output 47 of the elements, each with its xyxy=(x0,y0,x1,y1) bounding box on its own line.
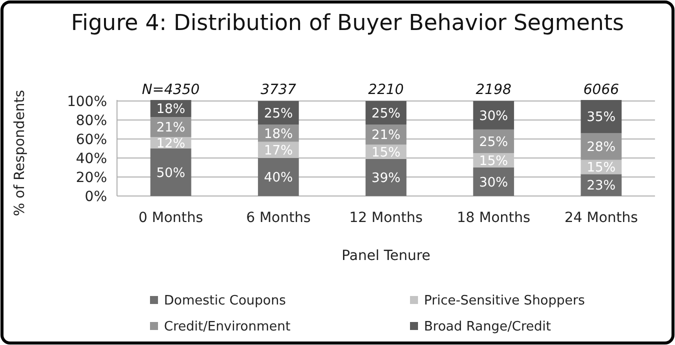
x-tick-label: 12 Months xyxy=(349,210,423,226)
x-tick-label: 6 Months xyxy=(246,210,311,226)
data-label: 30% xyxy=(479,175,508,190)
data-label: 15% xyxy=(372,145,400,160)
legend-label: Price-Sensitive Shoppers xyxy=(424,294,586,309)
legend-label: Credit/Environment xyxy=(164,320,290,335)
annotation: 2198 xyxy=(476,82,512,98)
y-tick-label: 0% xyxy=(84,188,107,205)
data-label: 35% xyxy=(586,110,616,126)
data-label: 21% xyxy=(372,128,400,144)
data-label: 15% xyxy=(479,154,508,169)
y-tick-label: 40% xyxy=(76,150,107,167)
x-tick-label: 24 Months xyxy=(564,210,638,226)
data-label: 18% xyxy=(264,126,293,142)
data-label: 25% xyxy=(264,106,293,122)
annotation: N=4350 xyxy=(142,82,200,98)
chart-title: Figure 4: Distribution of Buyer Behavior Segments xyxy=(71,11,624,36)
data-label: 15% xyxy=(586,160,616,176)
y-axis-title: % of Respondents xyxy=(12,90,28,216)
data-label: 50% xyxy=(156,166,186,181)
legend-label: Domestic Coupons xyxy=(164,294,286,309)
data-label: 25% xyxy=(372,106,400,122)
y-tick-label: 60% xyxy=(76,132,107,148)
x-tick-label: 0 Months xyxy=(138,210,204,226)
data-label: 17% xyxy=(264,143,293,158)
data-label: 39% xyxy=(372,171,400,186)
y-tick-label: 20% xyxy=(76,170,107,186)
data-label: 23% xyxy=(586,178,616,194)
bar xyxy=(150,148,192,196)
data-label: 40% xyxy=(264,170,293,186)
data-label: 30% xyxy=(479,108,508,124)
data-label: 18% xyxy=(156,102,186,118)
data-label: 28% xyxy=(586,140,616,156)
bar xyxy=(258,158,299,196)
x-tick-label: 18 Months xyxy=(456,210,530,226)
y-tick-label: 100% xyxy=(66,94,107,110)
bar xyxy=(366,158,406,196)
data-label: 12% xyxy=(156,136,186,152)
bar xyxy=(580,100,622,134)
annotation: 6066 xyxy=(583,82,620,98)
y-tick-label: 80% xyxy=(76,112,107,129)
x-axis-title: Panel Tenure xyxy=(342,248,430,264)
annotation: 3737 xyxy=(260,82,296,98)
data-label: 25% xyxy=(479,134,508,150)
legend-label: Broad Range/Credit xyxy=(424,320,551,335)
annotation: 2210 xyxy=(368,82,404,98)
data-label: 21% xyxy=(156,120,186,136)
